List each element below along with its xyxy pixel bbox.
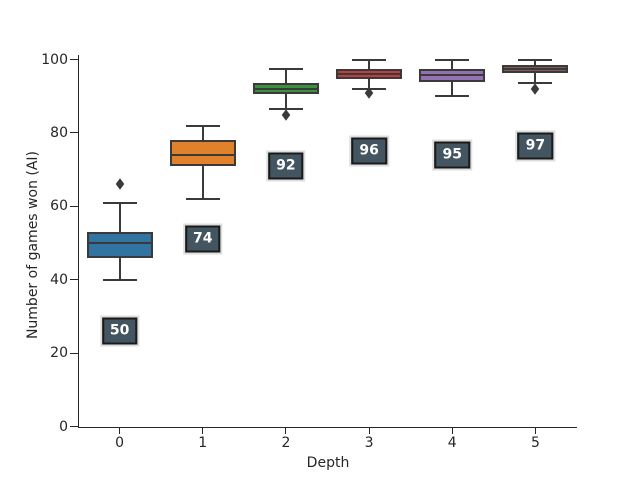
whisker-lower (201, 165, 204, 199)
median-annotation: 95 (434, 141, 470, 169)
whisker-cap-lower (102, 278, 137, 281)
whisker-upper (284, 68, 287, 84)
x-tick-label: 2 (281, 435, 291, 451)
outlier-marker (531, 83, 540, 95)
y-tick-label: 100 (41, 51, 68, 68)
y-tick (70, 205, 78, 207)
y-tick-label: 80 (50, 124, 68, 141)
x-tick-label: 3 (364, 435, 374, 451)
y-tick (70, 279, 78, 281)
whisker-cap-upper (102, 201, 137, 204)
y-tick-label: 0 (59, 418, 68, 435)
median-line (502, 68, 569, 71)
box (86, 231, 153, 258)
outlier-marker (281, 108, 291, 121)
y-tick-label: 60 (50, 198, 68, 215)
median-line (336, 73, 403, 76)
x-tick-label: 5 (530, 435, 540, 451)
whisker-upper (534, 59, 537, 65)
x-tick (451, 428, 453, 434)
whisker-upper (451, 59, 454, 70)
whisker-cap-upper (185, 124, 220, 127)
median-annotation: 97 (517, 132, 554, 160)
box (169, 140, 236, 166)
whisker-cap-upper (268, 67, 303, 70)
whisker-cap-lower (435, 95, 470, 98)
median-annotation: 96 (351, 137, 387, 165)
x-tick-label: 0 (115, 435, 125, 451)
x-tick (285, 428, 287, 434)
x-tick (368, 428, 370, 434)
whisker-cap-upper (518, 58, 553, 61)
y-axis-spine (78, 55, 79, 428)
median-line (86, 242, 153, 244)
y-tick-label: 40 (50, 271, 68, 288)
median-annotation: 92 (268, 152, 304, 180)
whisker-upper (201, 125, 204, 141)
x-tick (202, 428, 204, 434)
y-tick (70, 132, 78, 134)
y-tick-label: 20 (50, 345, 68, 362)
x-axis-spine (78, 427, 577, 428)
x-tick (534, 428, 536, 434)
median-line (419, 73, 486, 76)
whisker-cap-lower (185, 197, 220, 200)
whisker-cap-upper (435, 58, 470, 61)
whisker-lower (534, 73, 537, 84)
x-tick (119, 428, 121, 434)
median-annotation: 50 (101, 317, 138, 345)
median-line (252, 87, 319, 90)
median-annotation: 74 (185, 225, 221, 253)
whisker-cap-upper (352, 58, 387, 61)
whisker-lower (368, 78, 371, 89)
whisker-upper (118, 202, 121, 232)
y-tick (70, 426, 78, 427)
outlier-marker (115, 178, 124, 190)
x-tick-label: 4 (447, 435, 457, 451)
y-tick (70, 59, 78, 60)
whisker-lower (284, 94, 287, 110)
median-line (169, 153, 236, 156)
whisker-upper (368, 59, 371, 70)
whisker-lower (118, 257, 121, 280)
whisker-lower (451, 81, 454, 97)
x-axis-title: Depth (306, 455, 350, 471)
y-tick (70, 352, 78, 354)
x-tick-label: 1 (198, 435, 208, 451)
